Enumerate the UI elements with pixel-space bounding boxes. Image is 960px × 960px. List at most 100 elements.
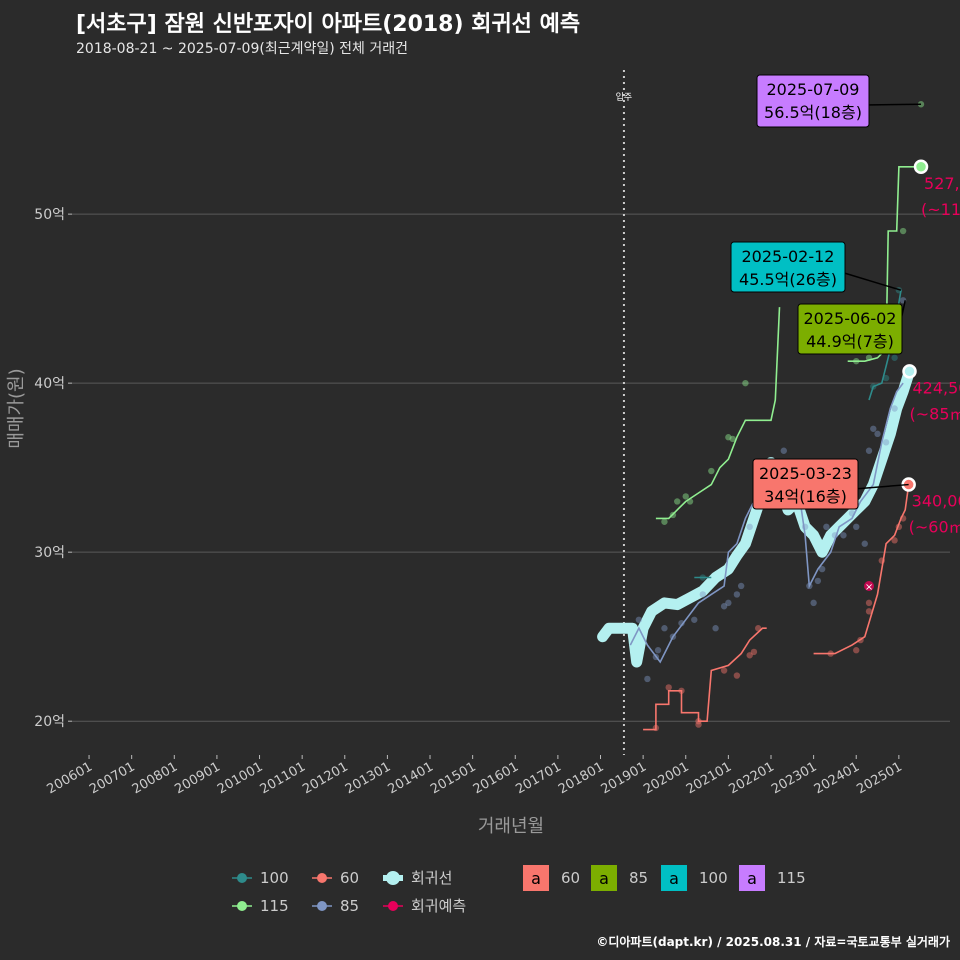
x-tick-label: 200601	[45, 759, 95, 797]
series-60-line	[813, 484, 910, 655]
x-tick-label: 201501	[428, 759, 478, 797]
x-tick-label: 202301	[769, 759, 819, 797]
legend-box-label: 85	[629, 869, 648, 887]
prediction-price: 340,000	[912, 492, 960, 511]
x-axis-title: 거래년월	[478, 816, 544, 837]
x-tick-label: 201901	[599, 759, 649, 797]
series-60-point	[865, 608, 873, 615]
series-115-point	[899, 227, 907, 235]
series-85-point	[814, 577, 822, 585]
legend-box-swatch	[739, 865, 765, 891]
callout-date: 2025-03-23	[759, 464, 852, 483]
series-115-point	[729, 435, 736, 443]
legend-box-swatch	[591, 865, 617, 891]
legend-item-label: 회귀예측	[411, 897, 466, 915]
series-85-point	[810, 599, 817, 607]
series-85-point	[661, 625, 668, 632]
series-85-point	[678, 619, 685, 627]
prediction-point-mark: ×	[865, 582, 873, 593]
y-tick-label: 50억	[34, 207, 65, 223]
y-tick-label: 20억	[34, 714, 65, 730]
legend-item-label: 100	[260, 869, 289, 887]
callout-box	[756, 74, 870, 128]
x-tick-label: 202101	[684, 759, 734, 797]
series-85-point	[780, 447, 787, 454]
series-85-point	[861, 540, 868, 547]
prediction-area: (~115㎡)	[921, 200, 960, 219]
series-85-point	[712, 625, 719, 632]
legend-box-letter: a	[669, 869, 679, 888]
callout-date: 2025-07-09	[767, 80, 860, 99]
series-115-point	[674, 498, 681, 505]
callout-date: 2025-02-12	[742, 247, 835, 266]
series-60-point	[720, 667, 728, 674]
regression-line	[597, 365, 915, 668]
series-60-point	[695, 721, 702, 728]
series-85-point	[870, 425, 877, 432]
series-115-point	[708, 467, 715, 475]
series-85-point	[891, 405, 898, 412]
x-tick-label: 202201	[727, 759, 777, 797]
series-100-point	[891, 354, 898, 361]
series-85-point	[699, 591, 706, 598]
series-85-point	[654, 647, 662, 654]
legend-item-label: 85	[340, 897, 359, 915]
prediction-point	[864, 580, 875, 591]
callout-box	[797, 303, 903, 355]
series-60-point	[865, 599, 873, 607]
legend-point-key	[388, 901, 398, 911]
legend-box-letter: a	[747, 869, 757, 888]
prediction-price: 527,500	[924, 174, 960, 193]
legend-point-key	[317, 873, 327, 883]
x-tick-label: 200901	[172, 759, 222, 797]
series-115-line	[655, 307, 781, 520]
y-axis-title: 매매가(원)	[6, 368, 27, 448]
legend-point-key	[386, 871, 400, 885]
series-85-point	[691, 616, 698, 623]
callout-box	[752, 458, 859, 510]
legend-box-label: 100	[699, 869, 728, 887]
x-tick-label: 201101	[258, 759, 308, 797]
series-85-point	[733, 591, 741, 598]
series-115-line	[847, 166, 921, 363]
series-115-point	[725, 434, 732, 441]
series-end-marker	[913, 159, 929, 175]
x-tick-label: 201801	[556, 759, 606, 797]
chart-title: [서초구] 잠원 신반포자이 아파트(2018) 회귀선 예측	[76, 12, 581, 37]
series-60-point	[665, 684, 672, 691]
x-tick-label: 201701	[513, 759, 563, 797]
series-85-point	[644, 675, 651, 683]
legend-item-label: 회귀선	[411, 869, 452, 887]
series-60-point	[750, 648, 758, 656]
legend-point-key	[237, 901, 247, 911]
x-tick-label: 200801	[130, 759, 180, 797]
legend-item-label: 60	[340, 869, 359, 887]
callout-value: 45.5억(26층)	[739, 270, 837, 289]
x-tick-label: 201601	[471, 759, 521, 797]
y-tick-label: 30억	[34, 545, 65, 561]
series-100-point	[882, 374, 890, 382]
legend-box-label: 60	[561, 869, 580, 887]
chart-subtitle: 2018-08-21 ~ 2025-07-09(최근계약일) 전체 거래건	[76, 41, 408, 57]
series-85-point	[882, 439, 890, 446]
callout-value: 34억(16층)	[764, 487, 847, 506]
legend-box-swatch	[661, 865, 687, 891]
series-85-point	[865, 447, 873, 454]
callout-value: 56.5억(18층)	[764, 103, 862, 122]
legend-point-key	[317, 901, 327, 911]
prediction-area: (~60㎡)	[909, 518, 960, 537]
callout-box	[730, 241, 846, 293]
callout-leader	[853, 483, 909, 490]
series-85-point	[823, 523, 830, 531]
series-85-point	[737, 582, 745, 590]
legend-box-label: 115	[777, 869, 806, 887]
x-tick-label: 202001	[641, 759, 691, 797]
series-85-point	[746, 523, 753, 531]
y-tick-label: 40억	[34, 376, 65, 392]
series-85-line	[629, 382, 904, 664]
x-tick-label: 201401	[386, 759, 436, 797]
series-60-point	[733, 672, 741, 679]
series-115-point	[682, 493, 689, 500]
series-115-point	[742, 379, 749, 387]
